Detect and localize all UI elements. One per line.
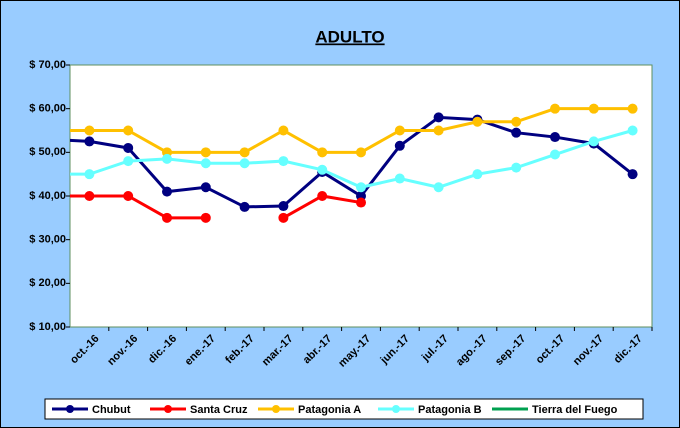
legend-marker [392,405,400,413]
series-marker [123,125,134,136]
series-marker [472,116,483,127]
series-marker [123,191,134,201]
series-marker [162,212,172,223]
legend-marker [272,405,280,413]
series-marker [433,112,444,123]
y-tick-label: $ 70,00 [29,59,66,71]
series-marker [239,158,250,169]
series-marker [627,103,638,114]
y-tick-label: $ 60,00 [29,103,66,115]
legend-label: Patagonia A [298,404,361,416]
series-marker [317,147,328,158]
series-marker [472,169,483,180]
plot [70,103,638,223]
series-marker [550,149,560,160]
series-marker [511,162,522,173]
series-marker [511,116,522,127]
chart-title: ADULTO [315,27,384,46]
series-marker [84,136,95,147]
series-marker [200,212,211,223]
y-tick-label: $ 40,00 [29,190,66,202]
legend-label: Patagonia B [418,404,482,416]
legend-marker [164,405,172,413]
series-line [70,129,634,189]
series-marker [356,197,366,208]
series-marker [84,191,95,201]
series-marker [123,156,134,167]
series-marker [317,191,328,201]
y-tick-label: $ 10,00 [29,321,66,333]
series-marker [550,132,560,143]
series-marker [84,169,95,180]
series-marker [394,125,405,136]
series-marker [356,147,366,158]
series-marker [84,125,95,136]
series-marker [511,127,522,138]
series-marker [162,186,172,197]
legend-label: Tierra del Fuego [532,404,618,416]
y-tick-label: $ 30,00 [29,234,66,246]
series-marker [394,140,405,151]
series-marker [239,201,250,212]
series-marker [239,147,250,158]
series-marker [588,136,599,147]
series-marker [317,164,328,175]
legend-label: Santa Cruz [190,404,248,416]
series-marker [200,158,211,169]
series-marker [278,201,289,212]
series-marker [123,142,134,153]
series-marker [433,125,444,136]
legend-box [44,398,644,420]
series-marker [588,103,599,114]
series-marker [278,212,289,223]
legend-marker [66,405,74,413]
y-tick-label: $ 20,00 [29,277,66,289]
series-marker [200,147,211,158]
series-marker [200,182,211,193]
series-marker [162,153,172,164]
series-line [70,115,634,209]
series-marker [550,103,560,114]
series-marker [356,182,366,193]
series-line [70,107,633,154]
series-marker [627,169,638,180]
series-marker [627,125,638,136]
series-marker [278,125,289,136]
y-tick-label: $ 50,00 [29,146,66,158]
series-marker [433,182,444,193]
series-marker [394,173,405,184]
legend-label: Chubut [92,404,131,416]
series-marker [278,156,289,167]
